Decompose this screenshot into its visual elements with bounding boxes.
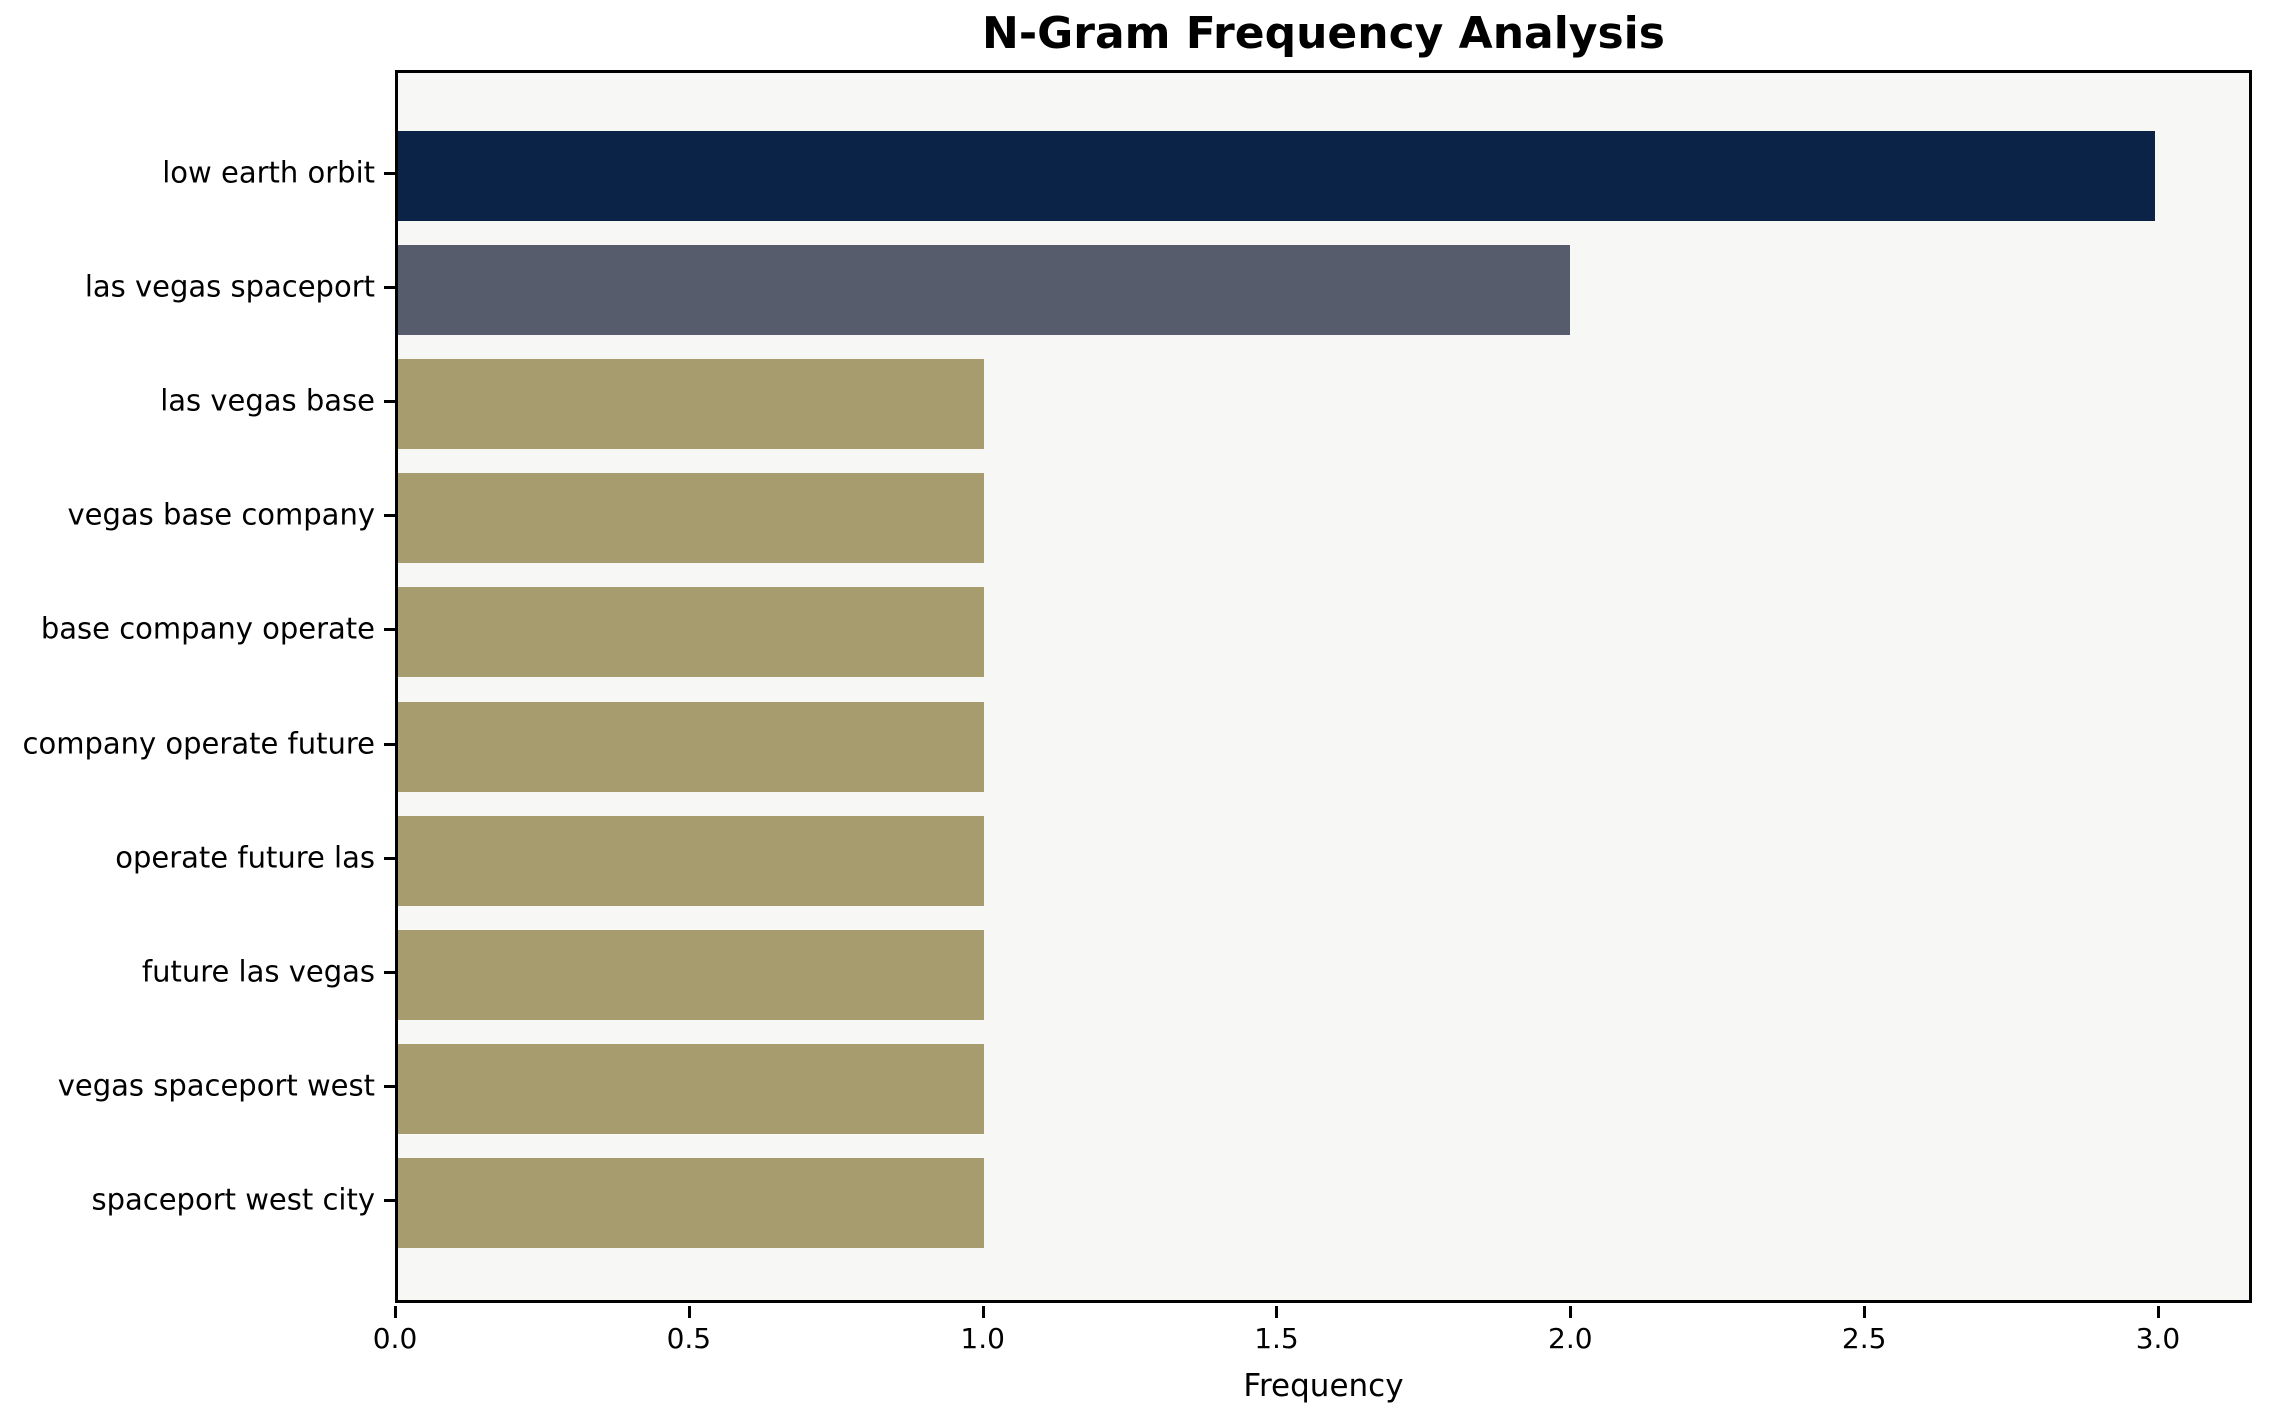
y-tick-label: low earth orbit <box>162 155 375 190</box>
y-tick-label: las vegas spaceport <box>84 269 375 304</box>
bar-vegas-base-company <box>398 473 984 564</box>
x-tick-label: 0.5 <box>666 1322 712 1355</box>
y-tick-label: future las vegas <box>141 954 375 989</box>
bar-row <box>398 587 2249 678</box>
x-tick-mark <box>1275 1306 1279 1318</box>
bar-spaceport-west-city <box>398 1158 984 1248</box>
bar-future-las-vegas <box>398 929 984 1020</box>
bar-row <box>398 929 2249 1020</box>
bar-row <box>398 1158 2249 1248</box>
bar-row <box>398 131 2249 221</box>
y-tick-mark <box>384 514 396 518</box>
x-axis-label: Frequency <box>1243 1368 1404 1404</box>
y-tick-mark <box>384 628 396 632</box>
x-tick-mark <box>981 1306 985 1318</box>
y-tick-label: base company operate <box>40 611 375 646</box>
x-tick-mark <box>1569 1306 1573 1318</box>
bar-low-earth-orbit <box>398 131 2156 221</box>
y-tick-mark <box>384 172 396 175</box>
x-tick-mark <box>687 1306 691 1318</box>
x-tick-label: 0.0 <box>372 1322 418 1355</box>
x-tick-label: 1.0 <box>960 1322 1005 1355</box>
x-tick-label: 2.5 <box>1841 1322 1887 1355</box>
y-tick-label: vegas spaceport west <box>57 1068 375 1103</box>
y-tick-mark <box>384 286 396 290</box>
y-tick-mark <box>384 742 396 746</box>
y-tick-mark <box>384 400 396 404</box>
bar-operate-future-las <box>398 815 984 906</box>
bar-row <box>398 1043 2249 1134</box>
y-tick-label: company operate future <box>22 725 375 760</box>
bar-row <box>398 701 2249 792</box>
bar-vegas-spaceport-west <box>398 1043 984 1134</box>
bar-las-vegas-base <box>398 359 984 450</box>
bar-base-company-operate <box>398 587 984 678</box>
x-tick-label: 3.0 <box>2135 1322 2181 1355</box>
y-tick-mark <box>384 1084 396 1088</box>
y-tick-mark <box>384 970 396 974</box>
plot-area <box>395 70 2252 1303</box>
y-tick-mark <box>384 1199 396 1202</box>
bar-las-vegas-spaceport <box>398 245 1570 336</box>
bar-row <box>398 473 2249 564</box>
y-tick-label: spaceport west city <box>91 1182 375 1217</box>
y-tick-label: operate future las <box>115 839 375 874</box>
x-tick-mark <box>2156 1306 2160 1318</box>
x-tick-mark <box>1863 1306 1867 1318</box>
x-tick-label: 2.0 <box>1548 1322 1593 1355</box>
bar-row <box>398 245 2249 336</box>
bar-company-operate-future <box>398 701 984 792</box>
x-tick-mark <box>394 1306 397 1318</box>
x-tick-label: 1.5 <box>1254 1322 1299 1355</box>
bar-row <box>398 815 2249 906</box>
y-tick-label: las vegas base <box>160 383 375 418</box>
bar-row <box>398 359 2249 450</box>
y-tick-mark <box>384 856 396 860</box>
y-tick-label: vegas base company <box>67 497 375 532</box>
chart-title: N-Gram Frequency Analysis <box>982 8 1665 59</box>
